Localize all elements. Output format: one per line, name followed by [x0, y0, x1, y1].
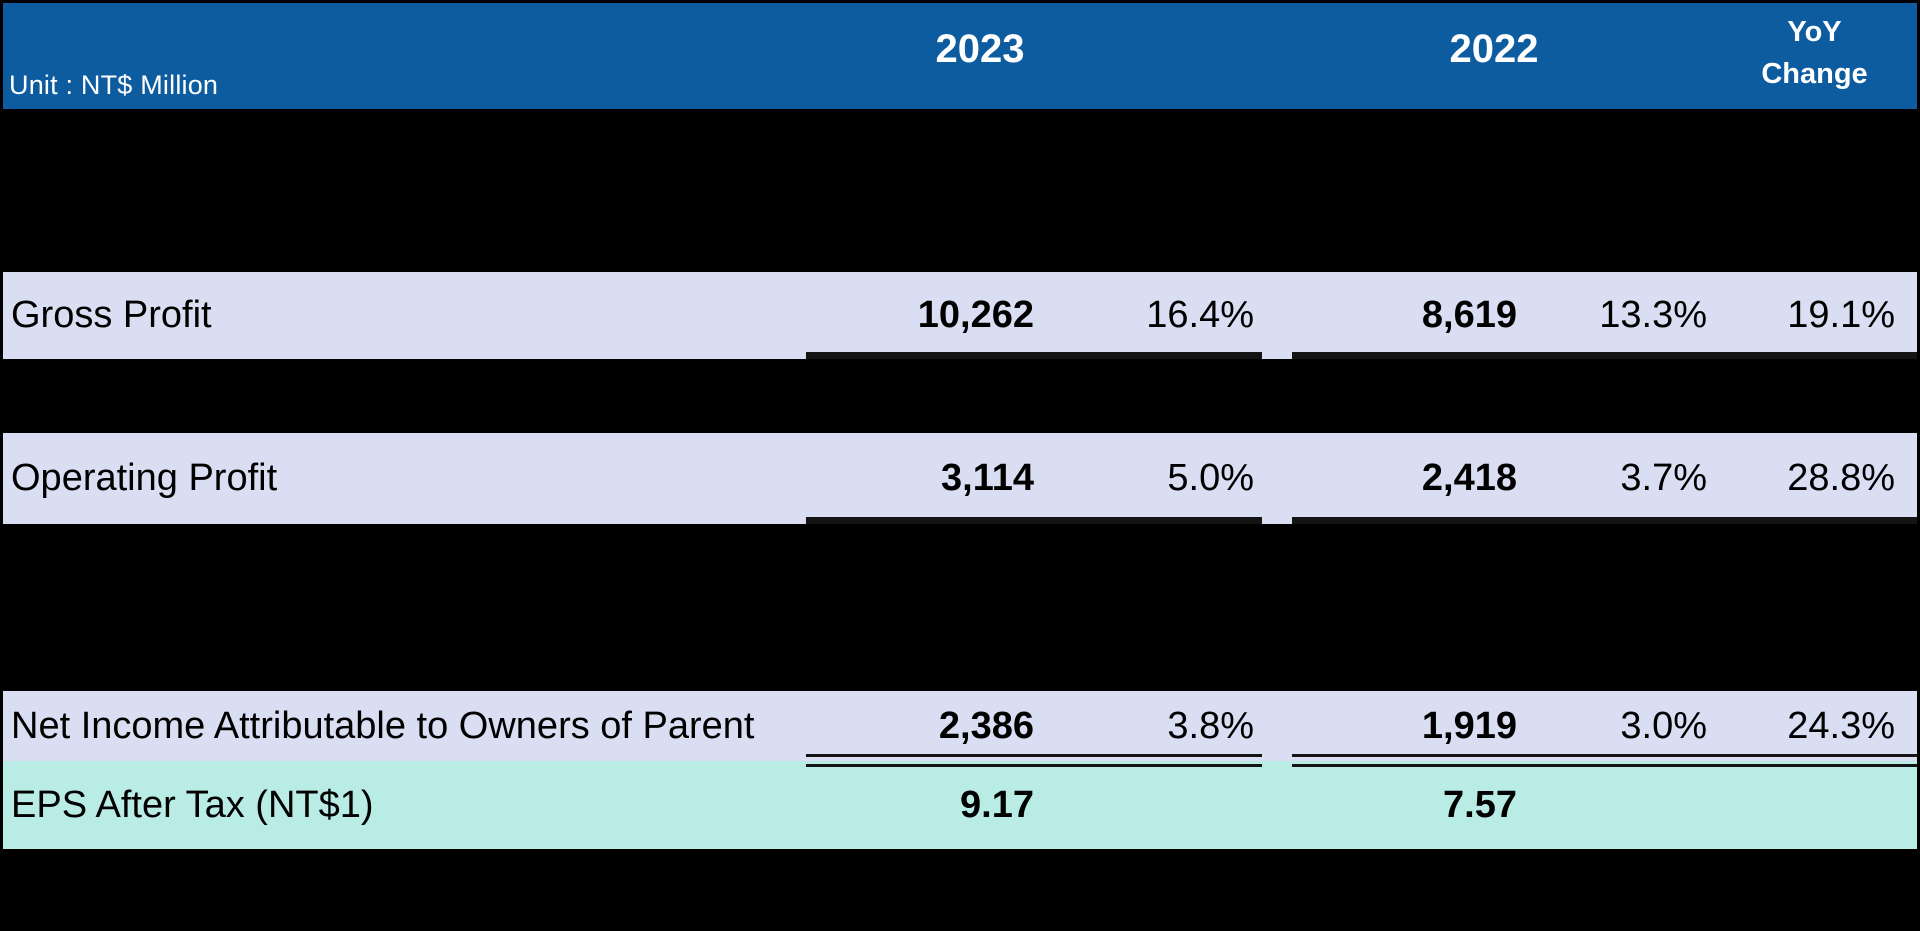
- value-2022: 8,619: [1421, 294, 1517, 336]
- table-row-operating-profit: Operating Profit 3,114 5.0% 2,418 3.7% 2…: [3, 433, 1917, 524]
- table-row-eps-after-tax: EPS After Tax (NT$1) 9.17 7.57: [3, 761, 1917, 849]
- row-label: Operating Profit: [11, 457, 278, 499]
- percent-2023: 5.0%: [1167, 457, 1254, 499]
- value-2022: 1,919: [1421, 704, 1517, 747]
- value-2022: 2,418: [1421, 457, 1517, 499]
- double-underline-2023-group: [806, 754, 1262, 767]
- value-2023: 10,262: [917, 294, 1034, 336]
- value-2023: 3,114: [941, 457, 1034, 499]
- unit-label: Unit : NT$ Million: [9, 70, 219, 100]
- table-row-net-income: Net Income Attributable to Owners of Par…: [3, 691, 1917, 767]
- value-2022: 7.57: [1443, 783, 1517, 826]
- percent-2022: 3.7%: [1620, 457, 1707, 499]
- yoy-change-value: 24.3%: [1787, 704, 1895, 747]
- column-header-yoy-change: YoY Change: [1722, 11, 1907, 95]
- yoy-change-value: 19.1%: [1787, 294, 1895, 336]
- column-header-2023: 2023: [935, 27, 1025, 71]
- underline-2022-group: [1292, 352, 1917, 359]
- yoy-line2: Change: [1761, 58, 1868, 90]
- table-row-gross-profit: Gross Profit 10,262 16.4% 8,619 13.3% 19…: [3, 272, 1917, 359]
- double-underline-2022-group: [1292, 754, 1917, 767]
- row-label: EPS After Tax (NT$1): [11, 783, 374, 826]
- percent-2022: 3.0%: [1620, 704, 1707, 747]
- underline-2023-group: [806, 517, 1262, 524]
- yoy-change-value: 28.8%: [1787, 457, 1895, 499]
- percent-2023: 3.8%: [1167, 704, 1254, 747]
- value-2023: 9.17: [960, 783, 1034, 826]
- row-label: Net Income Attributable to Owners of Par…: [11, 704, 755, 747]
- underline-2022-group: [1292, 517, 1917, 524]
- percent-2023: 16.4%: [1146, 294, 1254, 336]
- yoy-line1: YoY: [1787, 16, 1842, 48]
- row-label: Gross Profit: [11, 294, 212, 336]
- underline-2023-group: [806, 352, 1262, 359]
- column-header-2022: 2022: [1449, 27, 1539, 71]
- percent-2022: 13.3%: [1599, 294, 1707, 336]
- table-header: Unit : NT$ Million 2023 2022 YoY Change: [3, 3, 1917, 109]
- value-2023: 2,386: [938, 704, 1034, 747]
